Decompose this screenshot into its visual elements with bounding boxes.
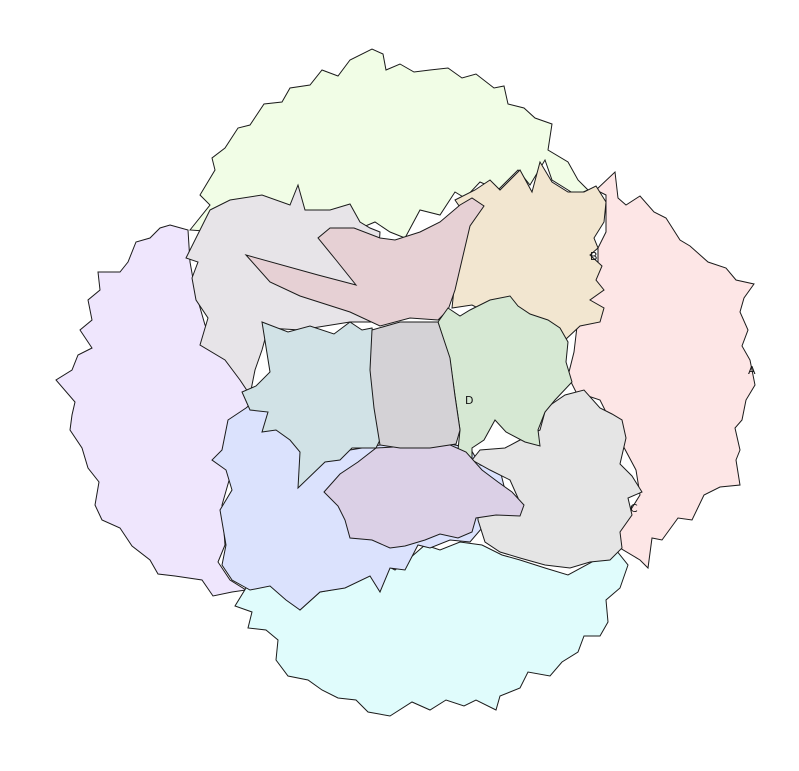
label-d: D <box>465 394 473 407</box>
region-center-core <box>369 321 461 449</box>
region-center-rose <box>244 197 485 327</box>
label-c: C <box>630 502 638 515</box>
label-a: A <box>748 364 756 377</box>
region-lower-right-grey <box>471 389 643 569</box>
label-b: B <box>590 250 598 263</box>
region-center-teal <box>241 321 381 490</box>
region-center-lilac <box>323 443 525 549</box>
region-top-green <box>189 48 589 239</box>
